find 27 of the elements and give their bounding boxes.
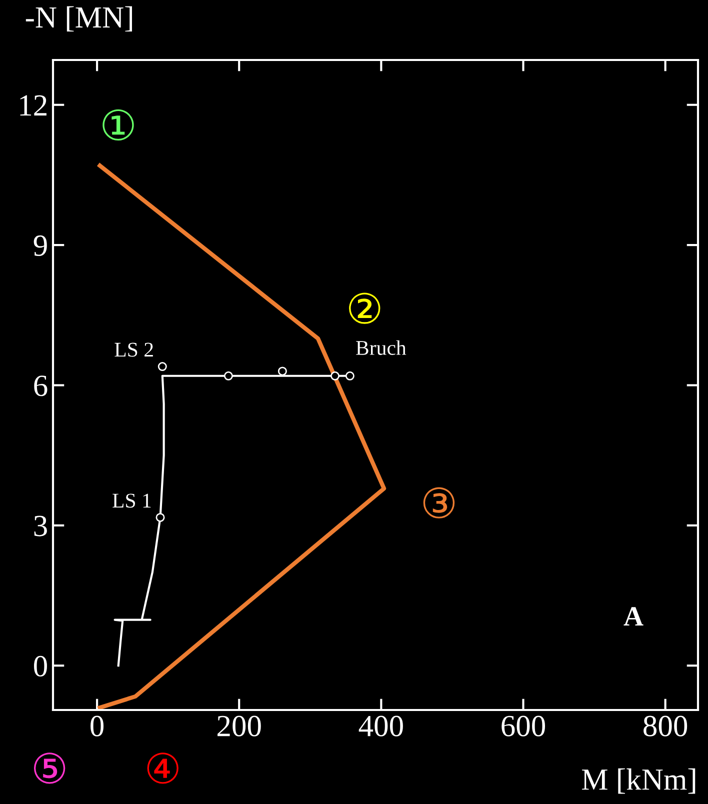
x-tick-label: 400 [358,716,403,736]
annotation: ② [349,292,380,324]
annotation: A [624,607,644,626]
text: ④ [147,752,178,784]
text: ⑤ [34,752,66,784]
point [156,512,165,522]
point [330,371,340,380]
x-tick-label: 0 [90,716,104,736]
annotation: LS 2 [114,342,153,357]
point [345,371,354,380]
y-tick-label: 12 [20,95,46,116]
x-tick-label: 800 [644,716,688,736]
annotation: ③ [423,487,455,518]
x-tick-label: 200 [218,716,261,736]
point [158,362,167,372]
point [278,366,287,376]
y-tick-label: 3 [34,516,47,536]
x-axis-title: M [kNm] [582,768,696,794]
y-axis-title: -N [MN] [26,6,132,32]
y-tick-label: 0 [34,656,47,677]
annotation: ① [102,109,134,141]
annotation: LS 1 [112,494,151,508]
annotation: Bruch [356,340,406,355]
point [224,371,233,380]
y-tick-label: 6 [34,376,48,396]
y-tick-label: 9 [34,235,47,256]
x-tick-label: 600 [502,716,546,736]
